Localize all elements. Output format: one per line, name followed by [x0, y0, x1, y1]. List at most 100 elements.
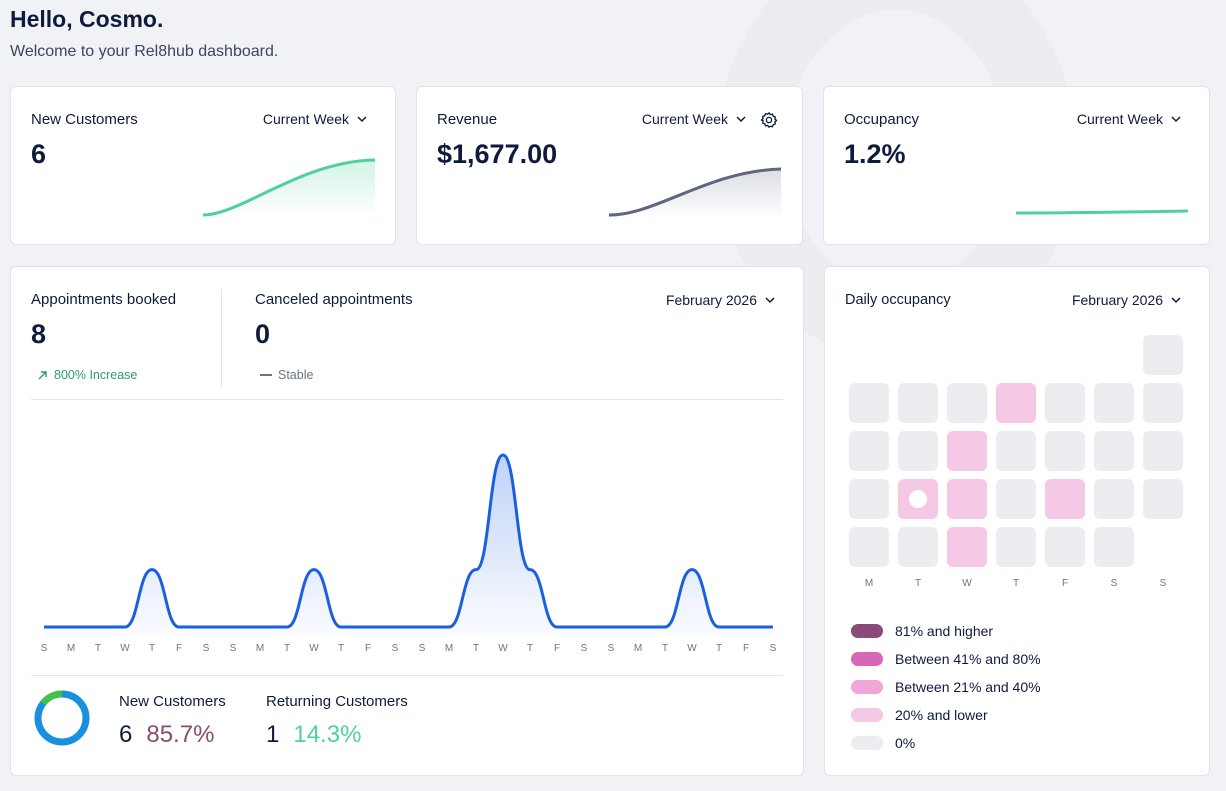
heatmap-day-cell[interactable] — [1045, 527, 1085, 567]
x-axis-day-label: S — [418, 643, 426, 654]
heatmap-day-cell[interactable] — [849, 383, 889, 423]
arrow-up-right-icon — [38, 370, 47, 379]
heatmap-day-cell[interactable] — [996, 527, 1036, 567]
heatmap-day-cell[interactable] — [947, 479, 987, 519]
x-axis-day-label: S — [40, 643, 48, 654]
x-axis-day-label: M — [66, 643, 76, 654]
legend-swatch — [851, 680, 883, 694]
returning-customers-percent: 14.3% — [293, 721, 362, 748]
x-axis-day-label: T — [337, 643, 345, 654]
legend-item: 81% and higher — [851, 623, 993, 639]
heatmap-day-cell[interactable] — [849, 479, 889, 519]
x-axis-day-label: S — [769, 643, 777, 654]
canceled-trend-label: Stable — [278, 368, 314, 382]
legend-label: Between 21% and 40% — [895, 679, 1041, 695]
heatmap-day-cell[interactable] — [1094, 431, 1134, 471]
legend-item: 20% and lower — [851, 707, 988, 723]
chevron-down-icon — [1171, 116, 1181, 123]
x-axis-day-label: S — [202, 643, 210, 654]
chevron-down-icon — [357, 116, 367, 123]
x-axis-day-label: F — [553, 643, 561, 654]
heatmap-day-cell[interactable] — [996, 431, 1036, 471]
welcome-subtitle: Welcome to your Rel8hub dashboard. — [10, 43, 279, 60]
x-axis-day-label: T — [526, 643, 534, 654]
new-customers-percent: 85.7% — [146, 721, 215, 748]
heatmap-day-cell[interactable] — [947, 383, 987, 423]
sparkline-line — [202, 158, 376, 217]
new-customers-period-dropdown[interactable]: Current Week — [263, 111, 367, 127]
booked-trend-label: 800% Increase — [54, 368, 138, 382]
appointments-chart — [43, 453, 773, 637]
heatmap-day-cell[interactable] — [1045, 479, 1085, 519]
today-marker — [909, 490, 927, 508]
heatmap-day-cell[interactable] — [1143, 383, 1183, 423]
x-axis-day-label: F — [364, 643, 372, 654]
chevron-down-icon — [1171, 297, 1181, 304]
x-axis-day-label: T — [661, 643, 669, 654]
legend-label: Between 41% and 80% — [895, 651, 1041, 667]
x-axis-day-label: T — [148, 643, 156, 654]
x-axis-day-label: T — [283, 643, 291, 654]
period-label: Current Week — [262, 111, 349, 127]
x-axis-day-label: S — [229, 643, 237, 654]
heatmap-day-cell[interactable] — [1143, 335, 1183, 375]
heatmap-day-cell[interactable] — [849, 431, 889, 471]
heatmap-day-cell[interactable] — [898, 527, 938, 567]
revenue-period-dropdown[interactable]: Current Week — [642, 111, 746, 127]
legend-swatch — [851, 708, 883, 722]
heatmap-day-cell[interactable] — [1143, 431, 1183, 471]
horizontal-divider — [31, 399, 783, 400]
new-customers-sparkline — [202, 158, 376, 217]
appointments-period-dropdown[interactable]: February 2026 — [666, 292, 775, 308]
heatmap-day-cell[interactable] — [1094, 383, 1134, 423]
occupancy-period-dropdown[interactable]: Current Week — [1077, 111, 1181, 127]
returning-customers-count: 1 — [266, 721, 280, 748]
heatmap-day-cell[interactable] — [996, 479, 1036, 519]
heatmap-day-cell[interactable] — [1094, 527, 1134, 567]
revenue-value: $1,677.00 — [437, 139, 558, 169]
x-axis-day-label: W — [498, 643, 508, 654]
heatmap-day-cell[interactable] — [947, 527, 987, 567]
customers-donut — [34, 690, 90, 746]
daily-occupancy-period-dropdown[interactable]: February 2026 — [1072, 292, 1181, 308]
chart-line — [43, 453, 773, 629]
page-header: Hello, Cosmo. Welcome to your Rel8hub da… — [10, 6, 278, 61]
sparkline-line — [608, 167, 782, 217]
gear-icon[interactable] — [760, 111, 778, 129]
heatmap-day-cell[interactable] — [898, 383, 938, 423]
x-axis-day-label: M — [255, 643, 265, 654]
period-label: Current Week — [1076, 111, 1163, 127]
weekday-label: M — [864, 578, 874, 589]
new-customers-count: 6 — [119, 721, 133, 748]
heatmap-day-cell[interactable] — [849, 527, 889, 567]
weekday-label: T — [1012, 578, 1020, 589]
canceled-appointments-value: 0 — [255, 319, 271, 349]
legend-item: 0% — [851, 735, 915, 751]
legend-label: 20% and lower — [895, 707, 988, 723]
heatmap-day-cell[interactable] — [898, 431, 938, 471]
legend-item: Between 41% and 80% — [851, 651, 1041, 667]
chart-area — [44, 455, 773, 637]
occupancy-title: Occupancy — [844, 111, 920, 128]
heatmap-day-cell[interactable] — [1094, 479, 1134, 519]
daily-occupancy-title: Daily occupancy — [845, 292, 951, 308]
period-label: February 2026 — [1071, 292, 1163, 308]
new-customers-stats: 6 85.7% — [119, 721, 214, 749]
x-axis-day-label: M — [444, 643, 454, 654]
horizontal-divider — [31, 675, 783, 676]
weekday-label: F — [1061, 578, 1069, 589]
heatmap-day-cell[interactable] — [1143, 479, 1183, 519]
donut-returning-segment — [34, 690, 90, 746]
new-customers-value: 6 — [31, 139, 47, 169]
new-customers-card: New Customers Current Week 6 — [10, 86, 396, 245]
occupancy-sparkline — [1015, 209, 1189, 215]
heatmap-day-cell[interactable] — [898, 479, 938, 519]
heatmap-day-cell[interactable] — [996, 383, 1036, 423]
x-axis-day-label: T — [715, 643, 723, 654]
revenue-title: Revenue — [437, 111, 498, 128]
weekday-label: W — [962, 578, 972, 589]
heatmap-day-cell[interactable] — [1045, 431, 1085, 471]
heatmap-day-cell[interactable] — [1045, 383, 1085, 423]
period-label: February 2026 — [665, 292, 757, 308]
heatmap-day-cell[interactable] — [947, 431, 987, 471]
